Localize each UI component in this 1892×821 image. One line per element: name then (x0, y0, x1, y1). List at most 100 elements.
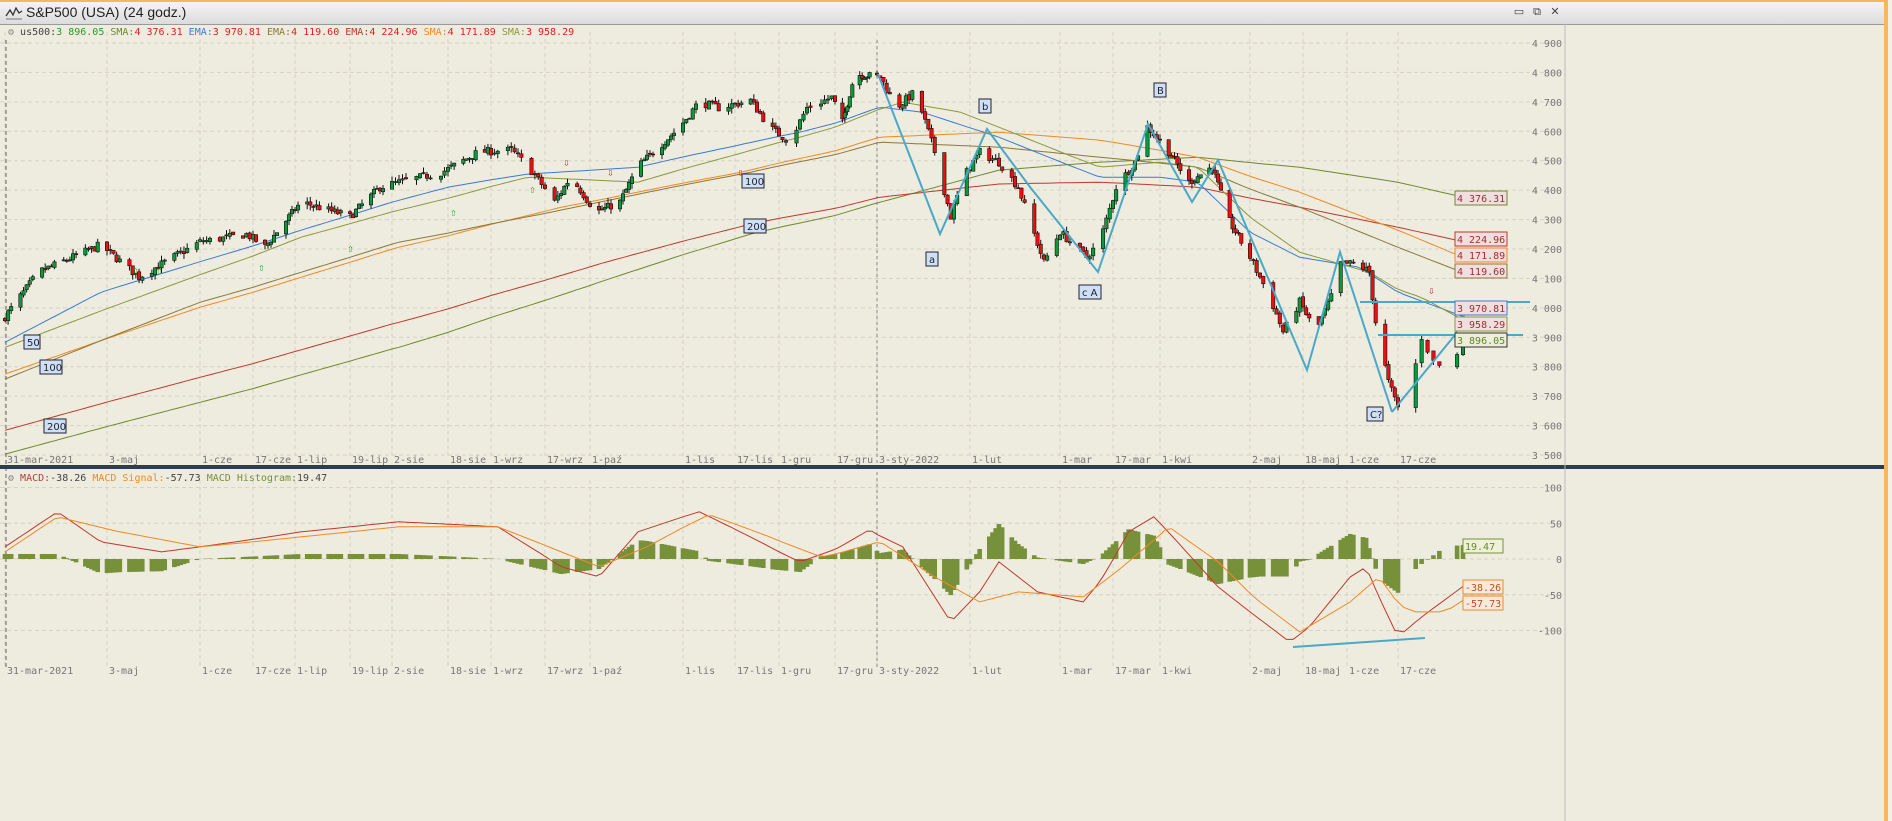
candle (109, 245, 112, 255)
candle (727, 103, 730, 115)
candle (1042, 253, 1045, 261)
candle-body (672, 133, 675, 135)
candle-body (717, 104, 720, 111)
y-tick-label: 4 700 (1532, 98, 1562, 109)
candle (1111, 200, 1114, 213)
candle (330, 202, 333, 213)
candle (1240, 233, 1243, 246)
candle-body (309, 202, 312, 205)
candle-body (1187, 170, 1190, 180)
candle (173, 252, 176, 262)
settings-icon[interactable]: ⚙ (8, 473, 20, 484)
candle-body (559, 193, 562, 195)
candle-body (19, 294, 22, 307)
candle-body (826, 99, 829, 100)
candle (493, 149, 496, 156)
candle-body (991, 159, 994, 161)
candle-body (1036, 233, 1039, 246)
candle-body (830, 96, 833, 99)
ma-label-text: 100 (745, 177, 764, 188)
histogram-bar (275, 555, 280, 559)
candle (474, 146, 477, 161)
candle-body (762, 113, 765, 122)
ma-period-label: 100 (742, 174, 764, 188)
candle-body (1158, 139, 1161, 140)
histogram-bar (630, 545, 635, 559)
buy-arrow-icon: ⇧ (132, 264, 139, 277)
price-badge-value: 4 119.60 (1457, 267, 1505, 278)
candle (309, 197, 312, 211)
candle (296, 202, 299, 214)
candle-body (1258, 273, 1261, 277)
candle-body (579, 188, 582, 193)
macd-signal-line (5, 516, 1463, 632)
candle (218, 236, 221, 242)
candle (1039, 240, 1042, 259)
candle-body (833, 96, 836, 102)
candle (496, 150, 499, 159)
candle-body (1219, 183, 1222, 190)
candle-body (1248, 244, 1251, 259)
sell-arrow-icon: ⇩ (607, 166, 614, 179)
buy-arrow-icon: ⇧ (156, 264, 163, 277)
ma-period-label: 50 (24, 335, 40, 349)
candle-body (401, 179, 404, 180)
buy-arrow-icon: ⇧ (347, 242, 354, 255)
candle (96, 239, 99, 253)
candle-body (585, 197, 588, 202)
x-tick-label: 31-mar-2021 (7, 666, 73, 677)
candle (404, 173, 407, 180)
macd-badge: -57.73 (1463, 596, 1503, 610)
candle (225, 230, 228, 239)
legend-symbol-value: 3 896.05 (56, 27, 104, 38)
histogram-bar (694, 551, 699, 559)
candle-body (1010, 170, 1013, 177)
candle-body (429, 178, 432, 179)
histogram-bar (360, 554, 365, 559)
candle-body (1000, 167, 1003, 171)
candle-body (1042, 255, 1045, 259)
candle-body (369, 194, 372, 205)
histogram-bar (1000, 527, 1005, 559)
candle (1013, 172, 1016, 189)
candle (575, 182, 578, 188)
histogram-bar (888, 552, 893, 559)
candle (688, 118, 691, 120)
candle-body (898, 95, 901, 107)
wave-label: b (979, 99, 991, 113)
candle-body (1179, 164, 1182, 171)
candle-body (1384, 324, 1387, 365)
legend-label: EMA: (345, 27, 369, 38)
candle-body (946, 195, 949, 204)
candle-body (312, 206, 315, 207)
candle (272, 230, 275, 243)
x-tick-label: 1-cze (202, 666, 232, 677)
histogram-bar (31, 554, 36, 559)
x-tick-label: 2-maj (1252, 455, 1282, 466)
candle (559, 190, 562, 199)
macd-badge-value: -38.26 (1465, 583, 1501, 594)
candle (318, 201, 321, 210)
histogram-bar (968, 559, 973, 564)
x-tick-label: 17-wrz (547, 666, 583, 677)
candle (1339, 261, 1342, 296)
candle-body (1387, 364, 1390, 379)
candle-body (284, 221, 287, 233)
macd-badge-value: -57.73 (1465, 599, 1501, 610)
histogram-bar (1239, 559, 1244, 579)
x-tick-label: 1-lis (685, 455, 715, 466)
candle-body (418, 174, 421, 178)
histogram-bar (739, 559, 744, 565)
x-tick-label: 1-lut (972, 455, 1002, 466)
settings-icon[interactable]: ⚙ (8, 27, 20, 38)
histogram-bar (404, 554, 409, 559)
histogram-bar (808, 559, 813, 564)
candle (354, 208, 357, 218)
candle-body (1295, 311, 1298, 322)
price-badge: 4 171.89 (1455, 248, 1507, 262)
candle-body (1301, 297, 1304, 307)
wave-label: C? (1367, 407, 1383, 421)
x-tick-label: 17-cze (1400, 666, 1436, 677)
x-tick-label: 1-lip (297, 455, 327, 466)
